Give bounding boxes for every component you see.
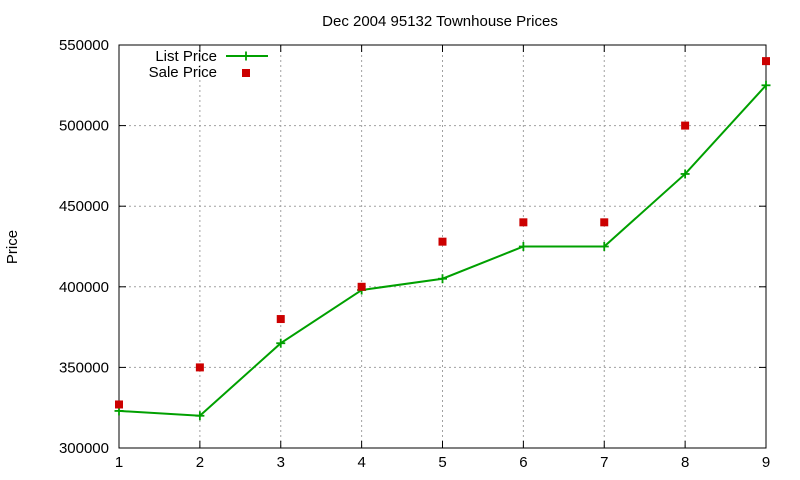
x-tick-label: 6	[519, 454, 527, 471]
y-tick-label: 450000	[59, 198, 109, 215]
y-tick-label: 300000	[59, 440, 109, 457]
legend-entry: List Price	[155, 48, 268, 65]
data-point	[195, 411, 205, 421]
plot-frame	[118, 44, 767, 449]
data-point	[519, 218, 528, 227]
series-list-price	[114, 80, 771, 421]
x-tick-label: 4	[357, 454, 365, 471]
data-point	[115, 400, 123, 409]
y-tick-label: 400000	[59, 279, 109, 296]
y-axis-label: Price	[4, 230, 21, 264]
data-point	[599, 242, 609, 251]
data-point	[195, 363, 204, 372]
y-tick-label: 550000	[59, 37, 109, 54]
series-sale-price	[115, 57, 770, 409]
x-tick-label: 5	[438, 454, 446, 471]
data-point	[762, 57, 770, 66]
x-tick-label: 7	[600, 454, 608, 471]
chart-title: Dec 2004 95132 Townhouse Prices	[322, 13, 558, 30]
y-tick-label: 500000	[59, 118, 109, 135]
x-tick-label: 3	[277, 454, 285, 471]
data-point	[438, 237, 447, 246]
legend-label: List Price	[155, 48, 217, 65]
x-tick-label: 1	[115, 454, 123, 471]
data-point	[518, 242, 528, 251]
data-point	[357, 282, 366, 291]
grid	[119, 45, 766, 448]
data-point	[600, 218, 609, 227]
legend-entry: Sale Price	[149, 64, 250, 81]
data-point	[761, 80, 771, 90]
x-tick-label: 8	[681, 454, 689, 471]
legend-marker	[242, 69, 250, 77]
data-point	[276, 338, 286, 348]
data-point	[681, 121, 690, 130]
y-tick-label: 350000	[59, 359, 109, 376]
series	[114, 57, 771, 421]
legend-marker	[241, 51, 251, 61]
data-point	[438, 274, 447, 284]
x-tick-label: 2	[196, 454, 204, 471]
axes: 300000 350000 400000 450000 500000 550000 1 2 3 4…	[59, 37, 770, 471]
legend-label: Sale Price	[149, 64, 217, 81]
x-tick-label: 9	[762, 454, 770, 471]
data-point	[680, 169, 690, 179]
data-point	[276, 315, 285, 324]
